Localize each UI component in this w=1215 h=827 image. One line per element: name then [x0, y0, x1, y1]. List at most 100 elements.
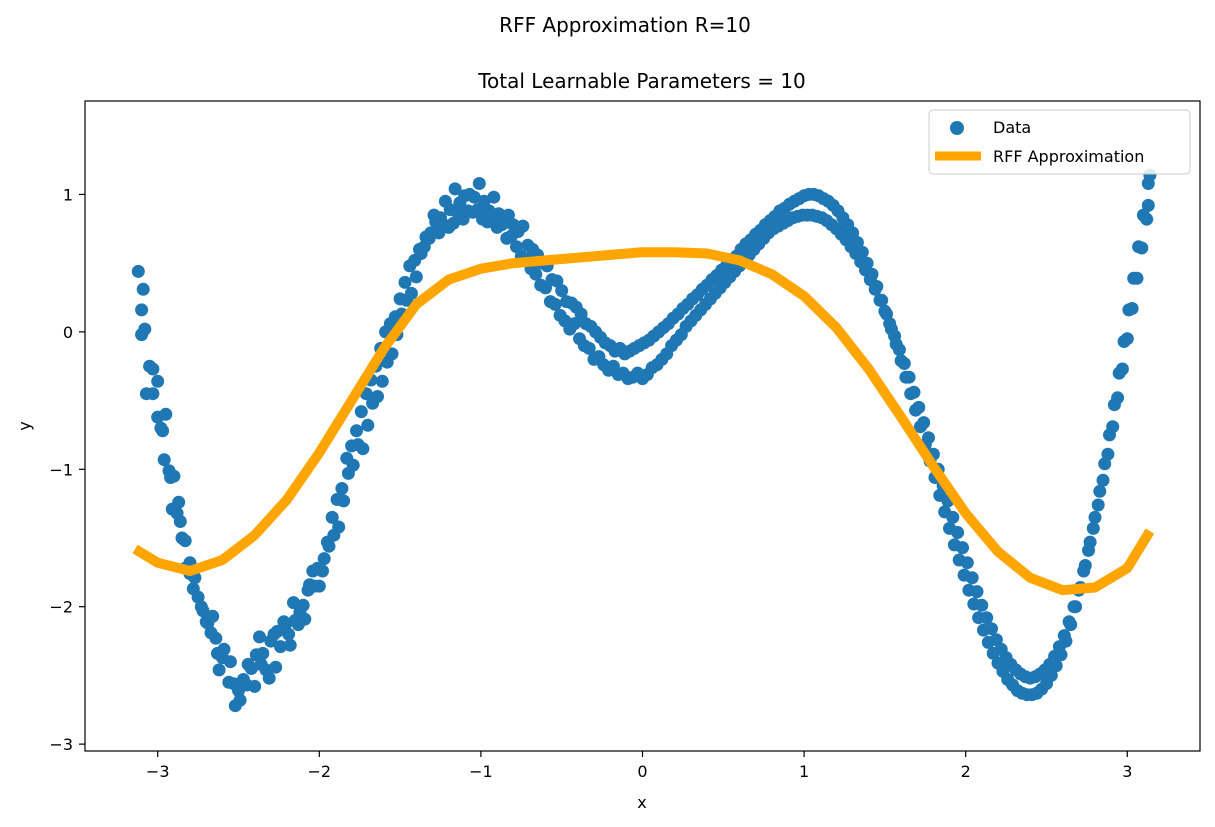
x-axis-label: x — [637, 793, 646, 812]
data-point — [960, 556, 974, 570]
x-tick-label: 1 — [799, 762, 809, 781]
data-point — [1106, 420, 1120, 434]
data-point — [194, 600, 208, 614]
data-point — [388, 310, 402, 324]
data-point — [312, 579, 326, 593]
data-point — [277, 615, 291, 629]
data-point — [330, 493, 344, 506]
data-point — [408, 253, 422, 267]
data-point — [902, 370, 916, 384]
data-point — [975, 598, 989, 612]
data-point — [946, 510, 960, 524]
data-point — [409, 270, 423, 284]
data-point — [550, 274, 564, 288]
data-point — [350, 424, 363, 438]
data-point — [301, 583, 315, 597]
data-point — [956, 541, 969, 555]
data-point — [371, 390, 384, 403]
data-point — [135, 303, 149, 317]
data-point — [206, 609, 220, 623]
data-point — [863, 273, 877, 287]
chart-title: Total Learnable Parameters = 10 — [477, 69, 806, 93]
data-point — [223, 655, 237, 669]
data-point — [167, 469, 181, 483]
data-point — [516, 219, 530, 233]
data-point — [1088, 510, 1102, 524]
data-point — [1141, 198, 1155, 212]
x-tick-label: −1 — [469, 762, 493, 781]
y-axis-ticks: −3 −2 −1 0 1 — [49, 185, 85, 754]
data-point — [282, 627, 296, 641]
y-axis-label: y — [15, 421, 34, 430]
data-point — [892, 343, 906, 357]
data-point — [1111, 391, 1125, 405]
data-point — [159, 407, 173, 421]
data-point — [1091, 498, 1105, 512]
data-point — [510, 240, 523, 254]
data-point — [212, 663, 226, 677]
data-point — [1048, 649, 1062, 663]
x-tick-label: 3 — [1122, 762, 1132, 781]
data-point — [340, 451, 354, 465]
data-point — [883, 317, 897, 331]
data-point — [283, 638, 297, 652]
data-point — [471, 203, 485, 217]
data-point — [233, 693, 247, 707]
data-point — [385, 347, 399, 361]
data-point — [467, 190, 481, 204]
data-point — [262, 671, 276, 685]
data-point — [427, 208, 441, 222]
data-point — [291, 618, 305, 632]
legend-label-data: Data — [993, 118, 1031, 137]
x-tick-label: 0 — [637, 762, 647, 781]
data-point — [446, 216, 460, 230]
data-point — [1101, 447, 1115, 461]
data-point — [317, 552, 331, 566]
data-point — [178, 534, 192, 548]
scatter-series-data — [131, 168, 1157, 713]
data-point — [448, 182, 462, 196]
data-point — [989, 633, 1003, 647]
data-point — [253, 630, 266, 644]
data-point — [951, 526, 965, 539]
data-point — [922, 431, 935, 445]
legend-marker-data — [950, 121, 964, 135]
data-point — [505, 229, 519, 243]
data-point — [356, 442, 370, 456]
data-point — [985, 622, 998, 636]
data-point — [209, 631, 223, 645]
data-point — [912, 400, 926, 414]
data-point — [501, 208, 515, 222]
x-axis-ticks: −3 −2 −1 0 1 2 3 — [146, 751, 1132, 781]
data-point — [917, 416, 931, 430]
data-point — [965, 571, 979, 585]
data-point — [256, 646, 270, 660]
data-point — [888, 329, 902, 343]
data-point — [157, 453, 171, 467]
data-point — [1086, 521, 1100, 535]
line-series-rff — [132, 247, 1155, 596]
data-point — [1062, 615, 1076, 629]
data-point — [1052, 640, 1066, 654]
data-point — [361, 418, 375, 432]
data-point — [539, 281, 552, 295]
legend: Data RFF Approximation — [928, 109, 1191, 175]
data-point — [354, 405, 368, 419]
data-point — [873, 293, 887, 307]
y-tick-label: −1 — [49, 460, 73, 479]
legend-box — [928, 109, 1191, 175]
data-point — [1115, 362, 1129, 376]
data-point — [269, 660, 283, 674]
data-point — [582, 341, 596, 355]
data-point — [1093, 484, 1107, 498]
data-point — [131, 264, 145, 278]
data-point — [274, 640, 287, 654]
data-point — [173, 515, 187, 528]
y-tick-label: −2 — [49, 598, 73, 617]
data-point — [375, 374, 389, 388]
data-point — [1082, 543, 1095, 557]
data-point — [1140, 212, 1154, 226]
data-point — [404, 286, 418, 300]
data-point — [156, 424, 170, 438]
data-point — [878, 304, 892, 318]
